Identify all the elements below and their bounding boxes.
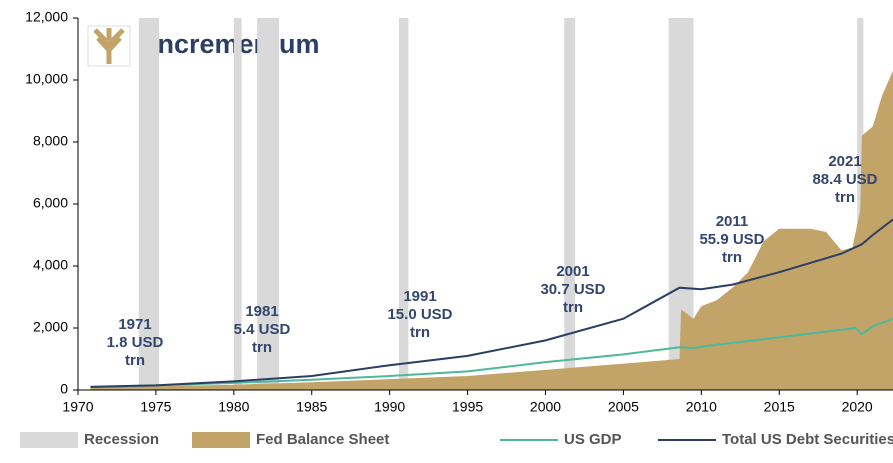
recession-band [399, 18, 409, 390]
x-tick-label: 2005 [608, 399, 639, 415]
y-tick-label: 0 [60, 381, 68, 397]
legend-label: Recession [84, 431, 159, 448]
annotation: trn [722, 249, 742, 266]
annotation: 1981 [245, 303, 278, 320]
annotation: 2021 [828, 153, 861, 170]
x-tick-label: 1970 [62, 399, 93, 415]
annotation: 15.0 USD [387, 306, 452, 323]
legend-label: Fed Balance Sheet [256, 431, 389, 448]
y-tick-label: 4,000 [33, 257, 68, 273]
y-tick-label: 10,000 [25, 71, 68, 87]
logo-icon [87, 25, 131, 67]
y-tick-label: 2,000 [33, 319, 68, 335]
recession-band [857, 18, 864, 390]
x-tick-label: 2000 [530, 399, 561, 415]
annotation: 88.4 USD [812, 171, 877, 188]
legend-label: US GDP [564, 431, 622, 448]
recession-band [233, 18, 242, 390]
legend-swatch [20, 432, 78, 448]
series-line [90, 317, 893, 388]
fed-area [90, 70, 893, 390]
annotation: 2011 [716, 213, 749, 230]
recession-band [138, 18, 160, 390]
x-tick-label: 2015 [764, 399, 795, 415]
annotation: 30.7 USD [540, 281, 605, 298]
recession-band [564, 18, 576, 390]
x-tick-label: 1990 [374, 399, 405, 415]
annotation: trn [125, 352, 145, 369]
annotation: trn [835, 189, 855, 206]
x-tick-label: 1985 [296, 399, 327, 415]
y-tick-label: 8,000 [33, 133, 68, 149]
recession-band [257, 18, 280, 390]
y-tick-label: 6,000 [33, 195, 68, 211]
annotation: trn [563, 299, 583, 316]
annotation: trn [410, 324, 430, 341]
x-tick-label: 2020 [842, 399, 873, 415]
legend-swatch [192, 432, 250, 448]
x-tick-label: 1975 [140, 399, 171, 415]
x-tick-label: 1995 [452, 399, 483, 415]
annotation: 1971 [118, 316, 151, 333]
annotation: trn [252, 339, 272, 356]
y-tick-label: 12,000 [25, 9, 68, 25]
x-tick-label: 2010 [686, 399, 717, 415]
series-line [90, 218, 893, 388]
annotation: 1.8 USD [107, 334, 164, 351]
annotation: 5.4 USD [234, 321, 291, 338]
legend-label: Total US Debt Securities [722, 431, 893, 448]
annotation: 1991 [403, 288, 436, 305]
x-tick-label: 1980 [218, 399, 249, 415]
annotation: 2001 [556, 263, 589, 280]
annotation: 55.9 USD [699, 231, 764, 248]
